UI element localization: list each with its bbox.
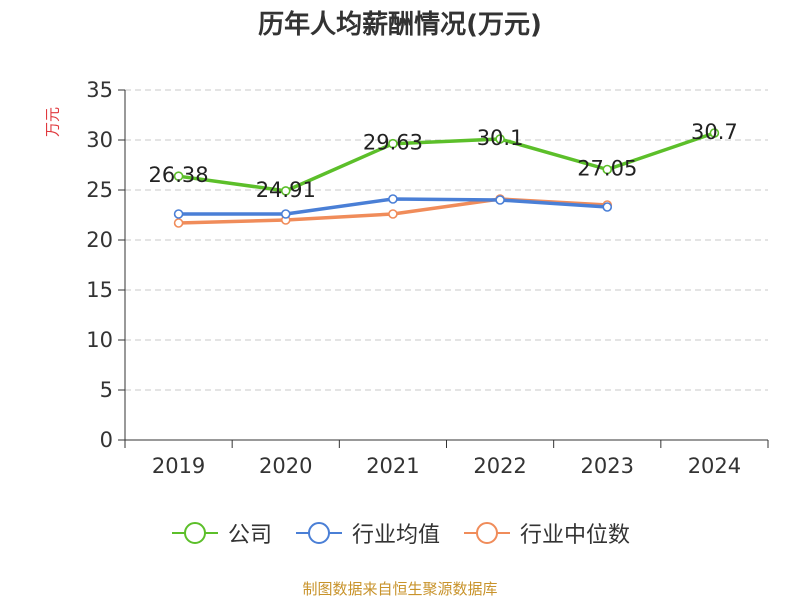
axes: 0 5 10 15 20 25 30 35 2019 2020 2021 2022 2023 2024	[86, 78, 769, 478]
source-note: 制图数据来自恒生聚源数据库	[302, 580, 498, 598]
data-point	[495, 134, 505, 144]
legend-marker-icon	[295, 522, 342, 544]
data-point	[388, 194, 398, 204]
legend-label: 行业均值	[351, 523, 440, 548]
legend-circle	[307, 522, 330, 544]
y-tick-label: 35	[86, 78, 113, 102]
data-point	[709, 128, 720, 138]
data-labels: 26.38 24.91 29.63 30.1 27.05 30.7	[149, 120, 738, 202]
data-label: 30.7	[691, 120, 738, 144]
data-label: 24.91	[256, 178, 316, 202]
legend-circle	[476, 522, 498, 544]
y-tick-label: 5	[100, 378, 113, 402]
data-point	[388, 138, 398, 149]
data-label: 27.05	[577, 157, 637, 181]
y-tick-label: 10	[86, 328, 113, 352]
data-label: 29.63	[363, 131, 423, 155]
x-tick-label: 2019	[152, 454, 205, 478]
data-label: 26.38	[149, 163, 209, 187]
data-point	[173, 171, 184, 181]
legend-circle	[183, 522, 206, 544]
x-tick-label: 2021	[366, 454, 419, 478]
legend-label: 公司	[227, 523, 272, 548]
x-tick-label: 2020	[259, 454, 312, 478]
data-point	[173, 218, 184, 228]
legend-marker-icon	[464, 522, 510, 544]
y-tick-label: 30	[86, 128, 113, 152]
data-point	[602, 164, 613, 175]
chart-title: 历年人均薪酬情况(万元)	[258, 10, 542, 40]
series-layer	[173, 128, 720, 228]
y-tick-label: 15	[86, 278, 113, 302]
data-point	[280, 209, 291, 219]
legend: 公司 行业均值 行业中位数	[0, 517, 800, 549]
legend-label: 行业中位数	[520, 523, 631, 548]
legend-marker-icon	[171, 522, 218, 544]
x-tick-label: 2024	[688, 454, 741, 478]
data-point	[495, 195, 505, 205]
data-point	[602, 202, 613, 212]
data-point	[173, 209, 184, 219]
x-tick-label: 2022	[473, 454, 526, 478]
x-tick-label: 2023	[581, 454, 634, 478]
grid-lines	[125, 89, 768, 391]
series-line	[178, 131, 715, 193]
legend-item[interactable]: 行业中位数	[462, 517, 630, 549]
y-tick-label: 25	[86, 178, 113, 202]
data-point	[280, 186, 291, 196]
legend-item[interactable]: 行业均值	[294, 517, 440, 549]
data-label: 30.1	[477, 126, 524, 150]
legend-item[interactable]: 公司	[170, 517, 272, 549]
data-point	[388, 209, 398, 219]
y-tick-label: 0	[100, 428, 113, 452]
y-tick-label: 20	[86, 228, 113, 252]
